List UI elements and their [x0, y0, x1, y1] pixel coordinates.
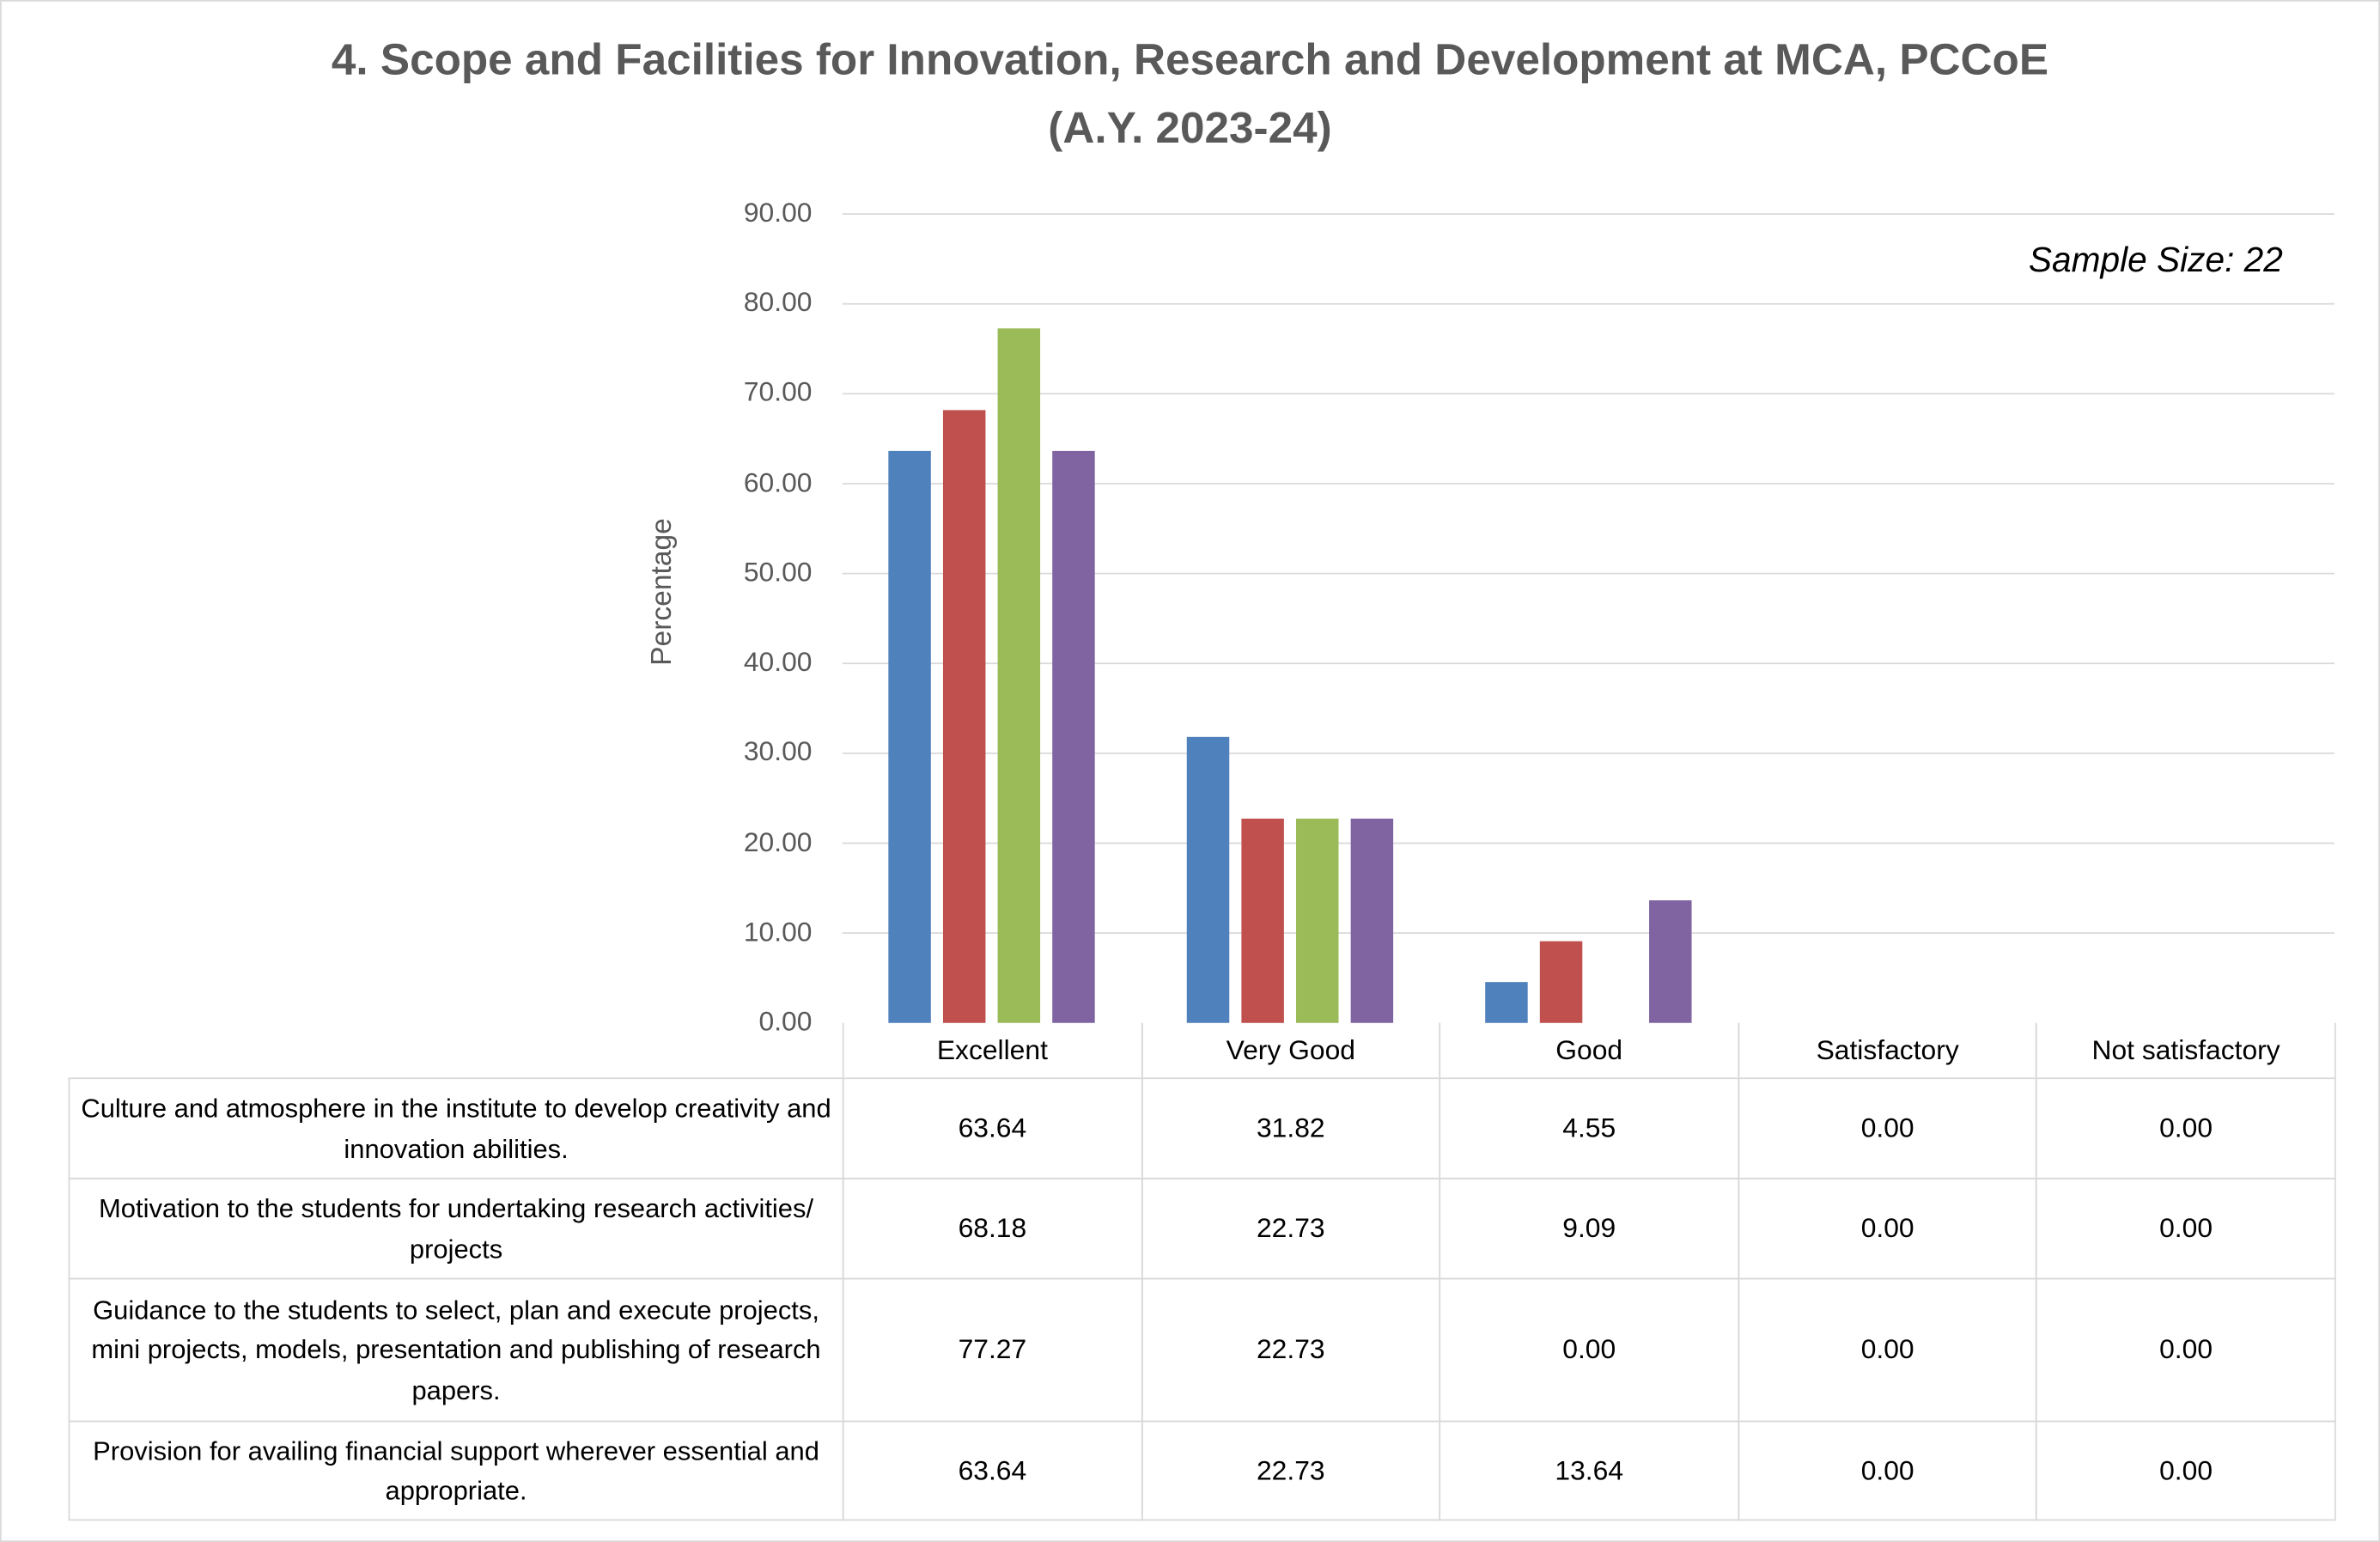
table-header-very-good: Very Good [1141, 1022, 1441, 1080]
table-cell: 0.00 [1738, 1177, 2038, 1280]
table-header-excellent: Excellent [842, 1022, 1142, 1080]
table-cell: 0.00 [2036, 1177, 2336, 1280]
table-cell: 77.27 [842, 1277, 1142, 1423]
table-cell: 13.64 [1439, 1420, 1739, 1521]
y-tick-label: 60.00 [743, 466, 813, 497]
table-cell: 0.00 [2036, 1077, 2336, 1179]
table-cell: 9.09 [1439, 1177, 1739, 1280]
table-cell: 0.00 [1738, 1277, 2038, 1423]
bar-excellent-series-4 [1052, 450, 1095, 1023]
y-tick-label: 40.00 [743, 646, 813, 678]
y-tick-label: 0.00 [758, 1006, 813, 1037]
table-cell: 22.73 [1141, 1277, 1441, 1423]
y-tick-label: 70.00 [743, 376, 813, 408]
table-cell: 22.73 [1141, 1420, 1441, 1521]
table-cell: 31.82 [1141, 1077, 1441, 1179]
bar-very-good-series-2 [1241, 818, 1284, 1023]
y-tick-label: 90.00 [743, 197, 813, 229]
table-cell: 0.00 [1439, 1277, 1739, 1423]
chart-title: 4. Scope and Facilities for Innovation, … [331, 36, 2049, 85]
bar-very-good-series-3 [1296, 818, 1339, 1023]
bar-very-good-series-4 [1350, 818, 1394, 1023]
sample-size-annotation: Sample Size: 22 [2028, 240, 2283, 280]
bar-good-series-4 [1649, 900, 1692, 1023]
chart-subtitle: (A.Y. 2023-24) [1048, 104, 1332, 154]
table-row-label: Motivation to the students for undertaki… [68, 1177, 844, 1280]
bar-very-good-series-1 [1186, 736, 1230, 1023]
y-tick-label: 50.00 [743, 557, 813, 588]
table-header-satisfactory: Satisfactory [1738, 1022, 2038, 1080]
table-cell: 63.64 [842, 1077, 1142, 1179]
bar-good-series-2 [1539, 941, 1583, 1023]
table-cell: 0.00 [1738, 1420, 2038, 1521]
y-tick-label: 30.00 [743, 736, 813, 767]
table-cell: 0.00 [1738, 1077, 2038, 1179]
bar-excellent-series-1 [888, 450, 931, 1023]
table-cell: 0.00 [2036, 1420, 2336, 1521]
table-cell: 4.55 [1439, 1077, 1739, 1179]
y-tick-label: 20.00 [743, 826, 813, 857]
table-row-label: Culture and atmosphere in the institute … [68, 1077, 844, 1179]
bar-excellent-series-3 [997, 328, 1041, 1023]
y-tick-label: 80.00 [743, 287, 813, 318]
table-cell: 22.73 [1141, 1177, 1441, 1280]
table-row-label: Guidance to the students to select, plan… [68, 1277, 844, 1423]
bar-excellent-series-2 [942, 410, 986, 1023]
table-header-not-satisfactory: Not satisfactory [2036, 1022, 2336, 1080]
table-row-label: Provision for availing financial support… [68, 1420, 844, 1521]
table-cell: 0.00 [2036, 1277, 2336, 1423]
bar-good-series-1 [1485, 982, 1528, 1023]
table-cell: 68.18 [842, 1177, 1142, 1280]
table-header-good: Good [1439, 1022, 1739, 1080]
table-cell: 63.64 [842, 1420, 1142, 1521]
y-tick-label: 10.00 [743, 916, 813, 948]
